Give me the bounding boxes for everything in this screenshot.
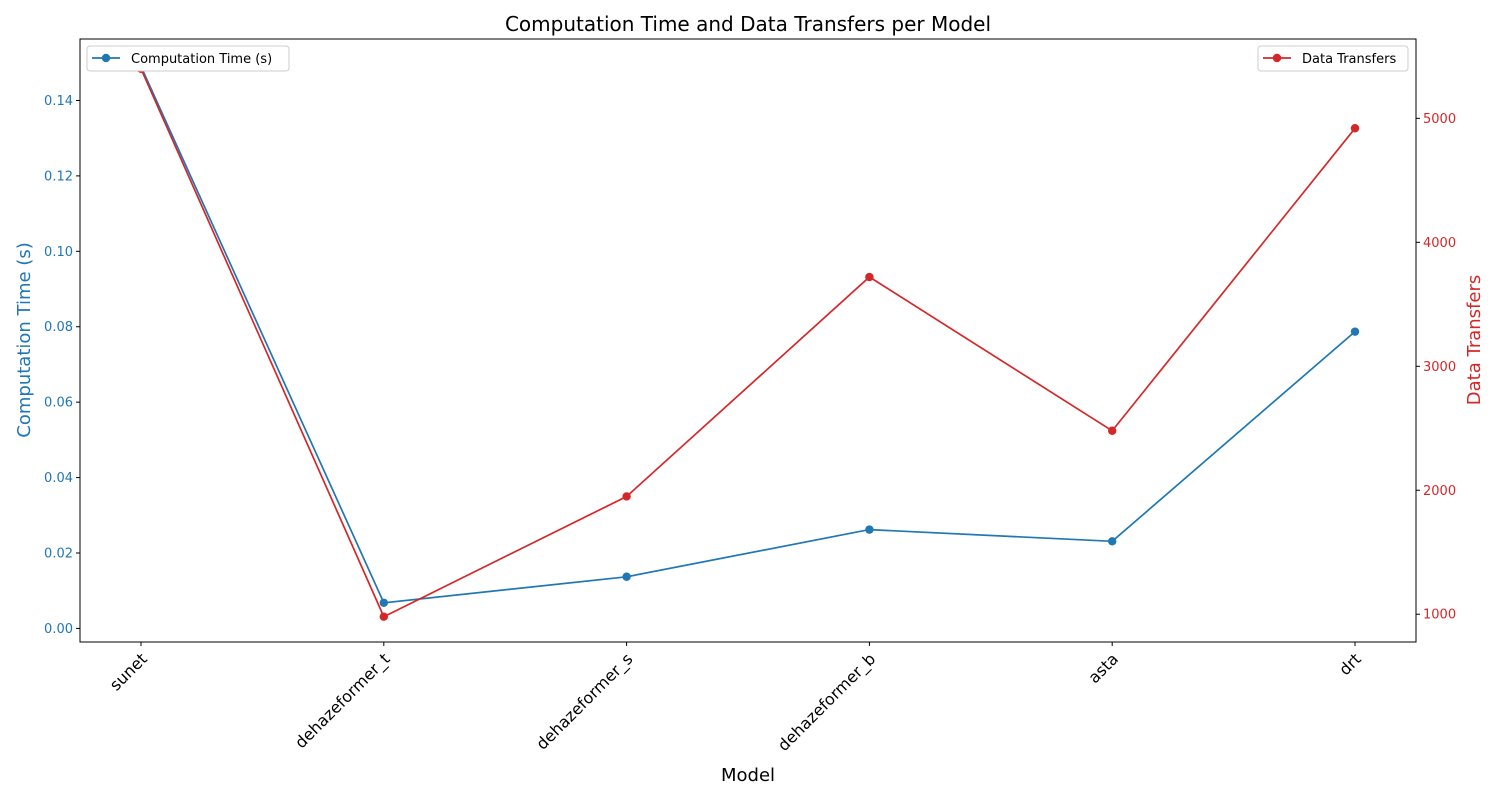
series-1-point — [379, 612, 388, 621]
x-tick-label: sunet — [106, 649, 151, 694]
y-left-tick-label: 0.06 — [44, 396, 73, 411]
series-1-point — [1108, 426, 1117, 435]
y-left-tick-label: 0.12 — [44, 169, 73, 184]
y-left-tick-label: 0.00 — [44, 622, 73, 637]
series-0-point — [622, 572, 631, 581]
y-left-tick-label: 0.08 — [44, 320, 73, 335]
y-axis-right: 1000 2000 3000 4000 5000 — [1416, 112, 1456, 623]
legend-right-box — [1257, 45, 1409, 72]
y-axis-left: 0.00 0.02 0.04 0.06 0.08 0.10 0.12 0.14 — [44, 94, 80, 637]
y-left-tick-label: 0.14 — [44, 94, 73, 109]
y-right-tick-label: 2000 — [1423, 484, 1456, 499]
plot-marks — [136, 62, 1360, 621]
series-0-point — [379, 598, 388, 607]
legend-right-label: Data Transfers — [1302, 52, 1396, 67]
y-left-tick-label: 0.02 — [44, 547, 73, 562]
legend-left-label: Computation Time (s) — [131, 52, 272, 67]
legend-left-swatch-marker — [101, 53, 111, 63]
plot-frame — [79, 38, 1417, 643]
y-right-tick-label: 1000 — [1423, 608, 1456, 623]
y-left-tick-label: 0.04 — [44, 471, 73, 486]
y-axis-right-label: Data Transfers — [1464, 275, 1485, 405]
x-tick-label: dehazeformer_t — [291, 649, 394, 752]
x-tick-label: drt — [1335, 649, 1365, 679]
series-1-point — [1350, 124, 1360, 133]
legend-right-swatch-marker — [1272, 53, 1282, 63]
chart-title: Computation Time and Data Transfers per … — [505, 12, 991, 36]
series-0-point — [1350, 327, 1360, 336]
x-tick-label: dehazeformer_b — [774, 649, 880, 755]
x-axis: sunet dehazeformer_t dehazeformer_s dehazef… — [106, 642, 1365, 756]
y-axis-left-label: Computation Time (s) — [14, 242, 35, 437]
series-1-point — [622, 492, 631, 501]
y-right-tick-label: 5000 — [1423, 112, 1456, 127]
x-tick-label: asta — [1084, 649, 1122, 687]
series-0-point — [1108, 537, 1117, 546]
series-0-point — [865, 525, 874, 534]
legend-right: Data Transfers — [1257, 45, 1409, 72]
series-1-point — [865, 272, 874, 282]
legend-left: Computation Time (s) — [86, 45, 290, 72]
legend-left-box — [86, 45, 290, 72]
y-right-tick-label: 3000 — [1423, 360, 1456, 375]
x-axis-label: Model — [721, 765, 775, 786]
series-line-0 — [140, 66, 1356, 604]
y-left-tick-label: 0.10 — [44, 245, 73, 260]
y-right-tick-label: 4000 — [1423, 236, 1456, 251]
series-line-1 — [140, 68, 1356, 618]
x-tick-label: dehazeformer_s — [532, 649, 637, 754]
